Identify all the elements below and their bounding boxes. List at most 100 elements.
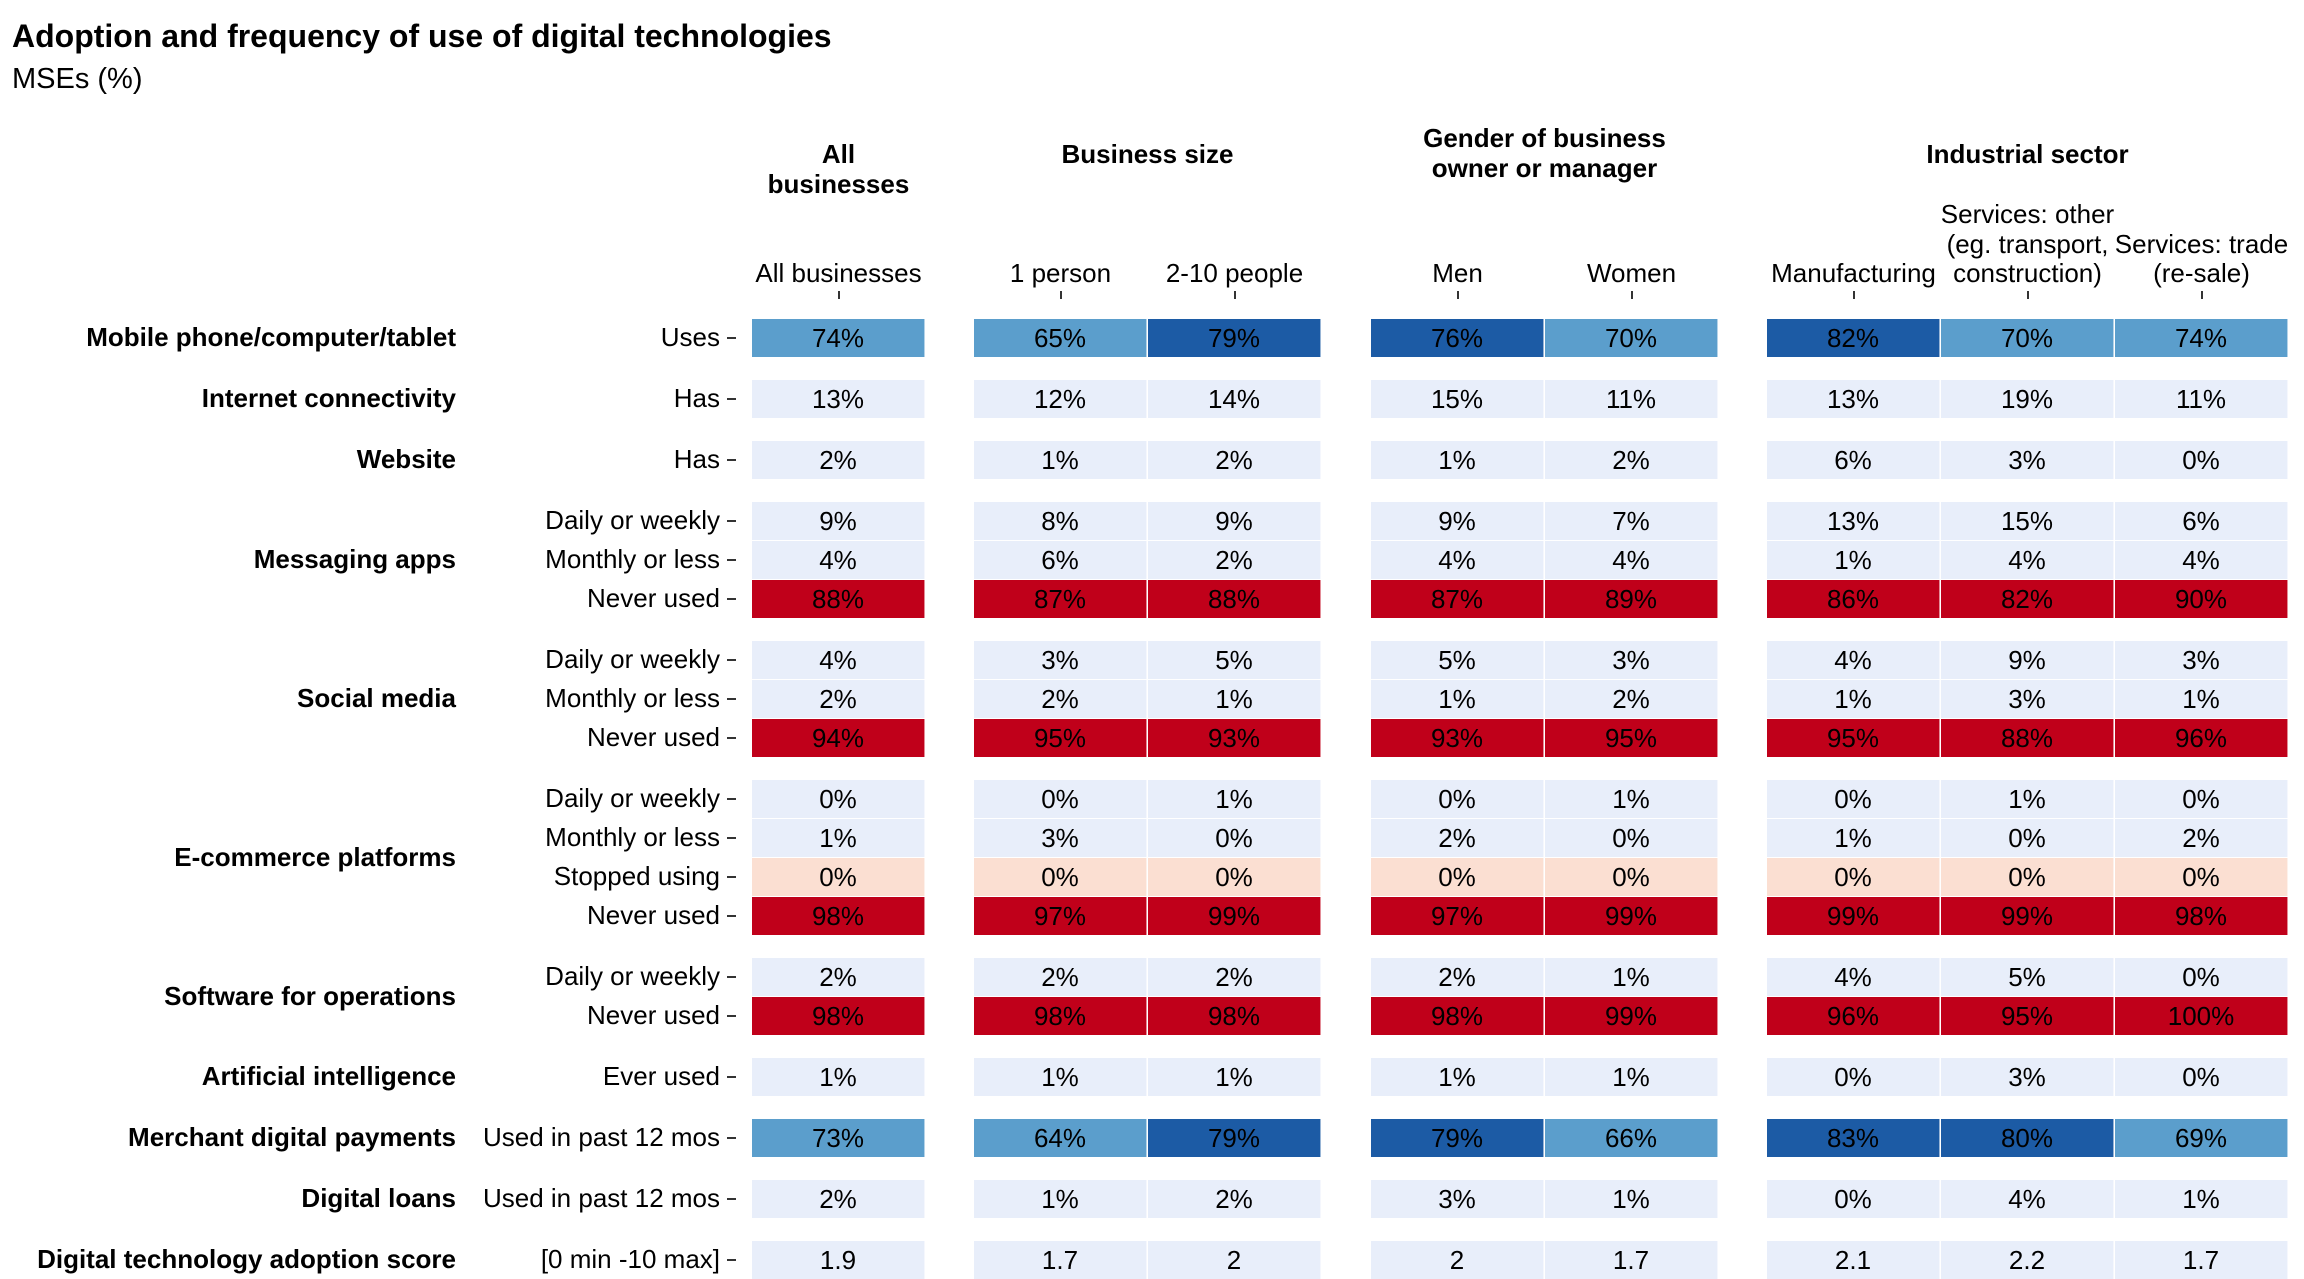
row-tick (727, 598, 736, 600)
panel-title: All businesses (767, 139, 910, 199)
heatmap-cell: 0% (1148, 858, 1321, 896)
heatmap-cell: 0% (2115, 441, 2288, 479)
group-label: Merchant digital payments (128, 1122, 456, 1152)
column-tick (2026, 291, 2029, 299)
heatmap-cell: 1.7 (1545, 1241, 1718, 1279)
column-header: Services: other (eg. transport, construc… (1940, 199, 2115, 289)
heatmap-cell: 3% (2115, 641, 2288, 679)
heatmap-cell: 74% (752, 319, 925, 357)
heatmap-cell: 2% (1148, 958, 1321, 996)
row-tick (727, 1015, 736, 1017)
heatmap-cell: 70% (1545, 319, 1718, 357)
heatmap-cell: 95% (1545, 719, 1718, 757)
heatmap-cell: 11% (1545, 380, 1718, 418)
heatmap-cell: 99% (1767, 897, 1940, 935)
heatmap-cell: 87% (974, 580, 1147, 618)
heatmap-cell: 2% (1545, 680, 1718, 718)
group-label: Social media (297, 683, 456, 713)
row-label: Used in past 12 mos (482, 1183, 720, 1213)
heatmap-cell: 0% (1767, 858, 1940, 896)
group-label: Digital technology adoption score (37, 1244, 456, 1274)
heatmap-cell: 98% (752, 897, 925, 935)
heatmap-cell: 2% (2115, 819, 2288, 857)
row-tick (727, 398, 736, 400)
panel-title: Business size (1061, 139, 1234, 169)
heatmap-cell: 4% (1767, 958, 1940, 996)
heatmap-cell: 14% (1148, 380, 1321, 418)
heatmap-cell: 86% (1767, 580, 1940, 618)
heatmap-cell: 83% (1767, 1119, 1940, 1157)
heatmap-cell: 100% (2115, 997, 2288, 1035)
heatmap-cell: 4% (1767, 641, 1940, 679)
heatmap-cell: 2% (1148, 1180, 1321, 1218)
heatmap-cell: 4% (1545, 541, 1718, 579)
heatmap-cell: 95% (974, 719, 1147, 757)
heatmap-cell: 98% (2115, 897, 2288, 935)
heatmap-cell: 4% (752, 541, 925, 579)
heatmap-cell: 88% (1148, 580, 1321, 618)
column-tick (837, 291, 840, 299)
row-tick (727, 698, 736, 700)
column-header: 2-10 people (1165, 258, 1304, 289)
row-tick (727, 837, 736, 839)
row-tick (727, 976, 736, 978)
row-label: Monthly or less (545, 683, 720, 713)
heatmap-cell: 98% (752, 997, 925, 1035)
heatmap-cell: 1% (2115, 1180, 2288, 1218)
heatmap-cell: 15% (1941, 502, 2114, 540)
heatmap-cell: 2% (974, 958, 1147, 996)
heatmap-cell: 13% (752, 380, 925, 418)
row-tick (727, 915, 736, 917)
heatmap-cell: 1% (1545, 780, 1718, 818)
heatmap-cell: 13% (1767, 502, 1940, 540)
heatmap-cell: 1% (1941, 780, 2114, 818)
heatmap-cell: 98% (1148, 997, 1321, 1035)
heatmap-cell: 8% (974, 502, 1147, 540)
row-label: Has (673, 383, 720, 413)
row-label: Daily or weekly (545, 505, 720, 535)
heatmap-cell: 99% (1148, 897, 1321, 935)
heatmap-cell: 1% (752, 1058, 925, 1096)
column-tick (1630, 291, 1633, 299)
column-header: Men (1432, 258, 1483, 289)
row-label: Never used (587, 722, 720, 752)
heatmap-cell: 4% (2115, 541, 2288, 579)
row-label: Daily or weekly (545, 961, 720, 991)
heatmap-cell: 0% (1148, 819, 1321, 857)
heatmap-cell: 79% (1371, 1119, 1544, 1157)
heatmap-cell: 5% (1941, 958, 2114, 996)
heatmap-cell: 98% (974, 997, 1147, 1035)
heatmap-cell: 93% (1148, 719, 1321, 757)
heatmap-cell: 89% (1545, 580, 1718, 618)
heatmap-cell: 70% (1941, 319, 2114, 357)
row-tick (727, 459, 736, 461)
row-label: Ever used (602, 1061, 720, 1091)
heatmap-cell: 1% (1371, 441, 1544, 479)
heatmap-cell: 11% (2115, 380, 2288, 418)
heatmap-cell: 0% (1941, 819, 2114, 857)
row-tick (727, 876, 736, 878)
heatmap-cell: 82% (1767, 319, 1940, 357)
heatmap-cell: 3% (1941, 1058, 2114, 1096)
heatmap-cell: 82% (1941, 580, 2114, 618)
heatmap-cell: 3% (1941, 441, 2114, 479)
heatmap-cell: 2% (1148, 441, 1321, 479)
column-tick (2200, 291, 2203, 299)
heatmap-cell: 2% (752, 441, 925, 479)
row-label: Stopped using (553, 861, 720, 891)
heatmap-cell: 3% (974, 819, 1147, 857)
heatmap-cell: 80% (1941, 1119, 2114, 1157)
heatmap-cell: 1% (1148, 680, 1321, 718)
heatmap-cell: 4% (1371, 541, 1544, 579)
heatmap-cell: 1% (1545, 958, 1718, 996)
heatmap-cell: 0% (2115, 858, 2288, 896)
heatmap-cell: 0% (1545, 819, 1718, 857)
heatmap-cell: 2% (1148, 541, 1321, 579)
row-tick (727, 737, 736, 739)
column-header: Services: trade (re-sale) (2114, 228, 2289, 289)
row-label: Monthly or less (545, 544, 720, 574)
row-label: [0 min -10 max] (540, 1244, 720, 1274)
heatmap-cell: 99% (1545, 997, 1718, 1035)
row-label: Never used (587, 1000, 720, 1030)
group-label: Mobile phone/computer/tablet (86, 322, 456, 352)
